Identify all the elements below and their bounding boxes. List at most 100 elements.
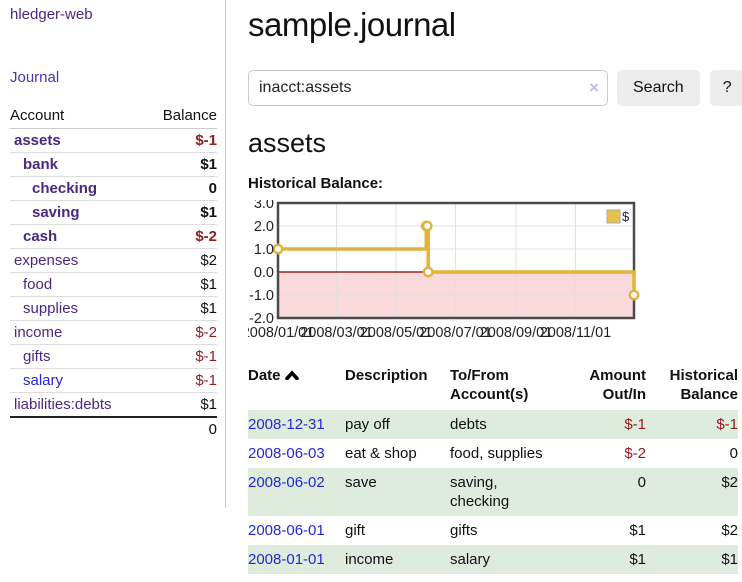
historical-balance-chart: $3.0 2.0 1.0 0.0 -1.0 -2.0 2008/01/01 2008/03/0… — [242, 196, 723, 348]
sidebar: hledger-web Journal Account Balance asse… — [0, 0, 225, 574]
x-tick-label: 2008/07/01 — [419, 325, 492, 341]
transaction-date-link[interactable]: 2008-06-02 — [248, 474, 325, 491]
transaction-description: income — [345, 545, 450, 574]
transaction-accounts: food, supplies — [450, 445, 543, 462]
transaction-date-link[interactable]: 2008-06-01 — [248, 522, 325, 539]
transaction-row[interactable]: 2008-01-01 income salary $1 $1 — [248, 545, 738, 574]
y-tick-label: 3.0 — [254, 200, 274, 212]
transaction-date: 2008-06-01 — [248, 516, 345, 545]
data-point-marker — [422, 266, 434, 278]
account-link-salary[interactable]: salary — [23, 372, 64, 389]
transaction-accounts: salary — [450, 545, 583, 574]
transaction-date-link[interactable]: 2008-12-31 — [248, 416, 325, 433]
account-row: food $1 — [10, 272, 217, 297]
account-row: saving $1 — [10, 200, 217, 225]
account-link-income[interactable]: income — [14, 324, 63, 341]
y-tick-label: -1.0 — [249, 288, 274, 304]
account-row: checking 0 — [10, 176, 217, 201]
sidebar-item-journal[interactable]: Journal — [10, 69, 60, 86]
account-row: cash $-2 — [10, 224, 217, 249]
account-balance: $-2 — [144, 320, 217, 345]
account-balance: 0 — [144, 176, 217, 201]
plot-border — [276, 201, 636, 320]
search-input[interactable] — [248, 70, 608, 106]
transaction-row[interactable]: 2008-06-02 save saving, checking 0 $2 — [248, 468, 738, 516]
data-point-marker — [272, 243, 284, 255]
transaction-date-link[interactable]: 2008-06-03 — [248, 445, 325, 462]
transaction-accounts: gifts — [450, 522, 478, 539]
transaction-row[interactable]: 2008-12-31 pay off debts $-1 $-1 — [248, 410, 738, 439]
account-row: supplies $1 — [10, 296, 217, 321]
account-row: bank $1 — [10, 152, 217, 177]
search-bar: × Search ? — [248, 70, 742, 106]
account-balance: $-2 — [144, 224, 217, 249]
app-title-link[interactable]: hledger-web — [10, 6, 93, 23]
accounts-header-balance: Balance — [144, 104, 217, 129]
account-balance: $-1 — [144, 128, 217, 153]
account-row: salary $-1 — [10, 368, 217, 393]
help-button[interactable]: ? — [709, 70, 742, 106]
account-balance: $1 — [144, 272, 217, 297]
transaction-amount: $-2 — [624, 445, 646, 462]
x-tick-label: 2008/09/01 — [480, 325, 553, 341]
accounts-total-row: 0 — [10, 417, 217, 441]
page-title: sample.journal — [248, 6, 456, 43]
clear-search-icon[interactable]: × — [589, 78, 599, 97]
header-balance: Historical Balance — [669, 367, 738, 403]
chart-canvas: $3.0 2.0 1.0 0.0 -1.0 -2.02008/01/012008/03/0… — [242, 196, 640, 341]
transaction-date: 2008-06-03 — [248, 439, 345, 468]
account-link-cash[interactable]: cash — [23, 228, 58, 245]
x-tick-label: 2008/03/01 — [300, 325, 373, 341]
account-link-assets[interactable]: assets — [14, 132, 61, 149]
account-link-liabilities-debts[interactable]: liabilities:debts — [14, 396, 112, 413]
account-link-saving[interactable]: saving — [32, 204, 80, 221]
y-tick-label: 1.0 — [254, 242, 274, 258]
register-header-row: Date Description To/From Account(s) Amoun… — [248, 364, 738, 410]
transaction-description: gift — [345, 522, 366, 539]
x-tick-label: 2008/01/01 — [248, 325, 314, 341]
account-balance: $1 — [144, 152, 217, 177]
search-button[interactable]: Search — [617, 70, 700, 106]
header-amount: Amount Out/In — [589, 367, 646, 403]
account-balance: $-1 — [144, 368, 217, 393]
transaction-row[interactable]: 2008-06-03 eat & shop food, supplies $-2 0 — [248, 439, 738, 468]
transaction-amount: 0 — [583, 468, 646, 516]
accounts-table: Account Balance assets $-1 bank $1 checking 0… — [10, 104, 217, 441]
register-table: Date Description To/From Account(s) Amoun… — [248, 364, 738, 574]
account-row: assets $-1 — [10, 128, 217, 153]
transaction-balance: $2 — [646, 468, 738, 516]
transaction-date-link[interactable]: 2008-01-01 — [248, 551, 325, 568]
accounts-header-account: Account — [10, 104, 145, 129]
data-point-marker — [421, 220, 433, 232]
transaction-amount: $1 — [583, 545, 646, 574]
data-point-marker — [628, 289, 640, 301]
account-link-supplies[interactable]: supplies — [23, 300, 79, 317]
x-tick-label: 2008/11/01 — [540, 325, 612, 341]
account-link-food[interactable]: food — [23, 276, 53, 293]
account-link-gifts[interactable]: gifts — [23, 348, 51, 365]
header-tofrom: To/From Account(s) — [450, 367, 529, 403]
main-content: sample.journal × Search ? assets Histori… — [225, 0, 742, 574]
account-row: gifts $-1 — [10, 344, 217, 369]
transaction-balance: $-1 — [646, 410, 738, 439]
transaction-description: pay off — [345, 410, 450, 439]
legend-swatch — [606, 209, 621, 224]
transaction-description: save — [345, 468, 450, 516]
account-link-bank[interactable]: bank — [23, 156, 59, 173]
account-balance: $1 — [144, 200, 217, 225]
account-row: liabilities:debts $1 — [10, 392, 217, 418]
transaction-accounts: saving, checking — [450, 468, 583, 516]
account-link-checking[interactable]: checking — [32, 180, 98, 197]
transaction-date: 2008-06-02 — [248, 468, 345, 516]
account-link-expenses[interactable]: expenses — [14, 252, 79, 269]
header-date[interactable]: Date — [248, 364, 345, 410]
transaction-date: 2008-12-31 — [248, 410, 345, 439]
transaction-row[interactable]: 2008-06-01 gift gifts $1 $2 — [248, 516, 738, 545]
accounts-total: 0 — [208, 421, 217, 438]
account-row: expenses $2 — [10, 248, 217, 273]
chart-title: Historical Balance: — [248, 175, 384, 192]
transaction-balance: 0 — [729, 445, 738, 462]
y-tick-label: 0.0 — [254, 265, 274, 281]
sort-ascending-icon — [284, 370, 299, 380]
